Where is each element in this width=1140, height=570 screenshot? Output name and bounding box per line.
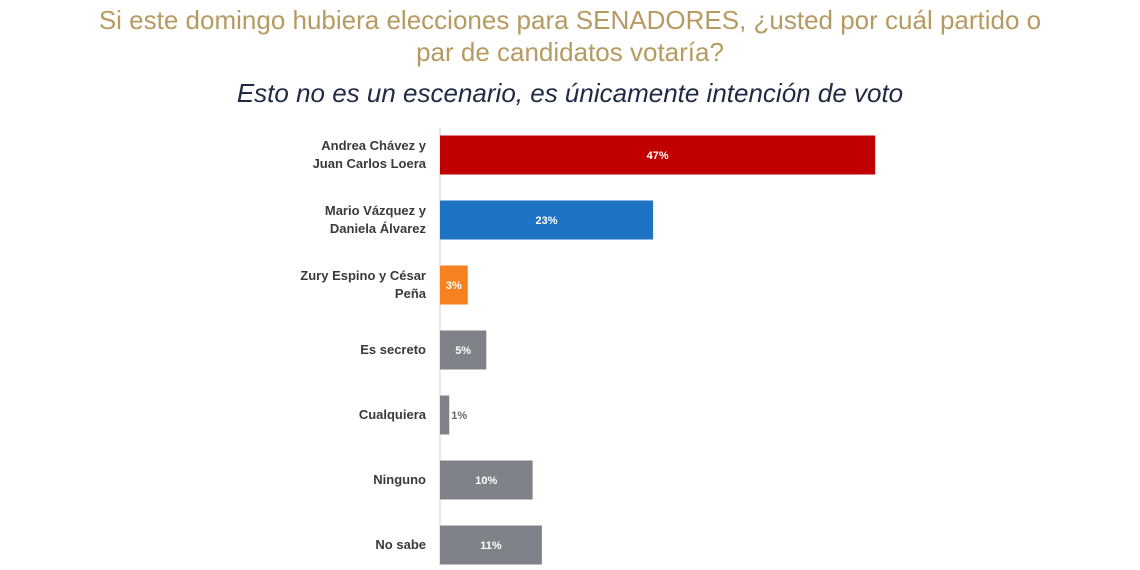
category-label: Mario Vázquez y Daniela Álvarez: [324, 203, 426, 236]
bar: [440, 460, 533, 500]
value-label: 1%: [451, 410, 467, 422]
value-label: 23%: [535, 215, 557, 227]
value-label: 11%: [480, 540, 502, 552]
value-label: 10%: [475, 475, 497, 487]
chart-title: Si este domingo hubiera elecciones para …: [98, 5, 1042, 67]
bar: [440, 200, 653, 240]
value-label: 47%: [647, 150, 669, 162]
category-label: Zury Espino y César Peña: [300, 268, 426, 301]
category-label: Es secreto: [360, 342, 426, 357]
category-label: Cualquiera: [358, 407, 426, 422]
bar: [440, 135, 876, 175]
bar: [440, 265, 468, 305]
category-label: Andrea Chávez y Juan Carlos Loera: [312, 138, 426, 171]
bar: [440, 525, 542, 565]
category-label: Ninguno: [373, 472, 426, 487]
value-label: 5%: [455, 345, 471, 357]
chart-subtitle: Esto no es un escenario, es únicamente i…: [236, 78, 904, 108]
category-label: No sabe: [375, 537, 426, 552]
value-label: 3%: [446, 280, 462, 292]
bar: [440, 330, 487, 370]
bar: [440, 395, 450, 435]
